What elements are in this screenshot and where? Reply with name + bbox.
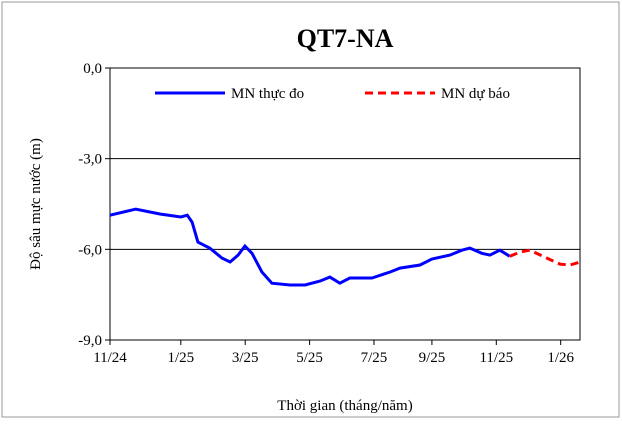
x-tick-label: 11/24 (93, 350, 127, 366)
chart-frame (1, 1, 620, 418)
x-tick-label: 3/25 (232, 350, 259, 366)
x-tick-label: 5/25 (296, 350, 323, 366)
x-tick-label: 11/25 (479, 350, 513, 366)
chart-title: QT7-NA (297, 24, 394, 53)
y-tick-label: -3,0 (78, 152, 102, 168)
x-tick-label: 7/25 (361, 350, 388, 366)
plot-area (109, 67, 581, 341)
y-axis-label: Độ sâu mực nước (m) (28, 138, 44, 270)
y-tick-label: 0,0 (83, 61, 102, 77)
x-tick-label: 1/26 (547, 350, 574, 366)
series-line (109, 207, 511, 287)
x-tick-label: 9/25 (419, 350, 446, 366)
y-tick-label: -6,0 (78, 242, 102, 258)
legend-label: MN thực đo (231, 86, 304, 102)
y-tick-label: -9,0 (78, 333, 102, 349)
legend-label: MN dự báo (441, 86, 510, 102)
x-tick-label: 1/25 (167, 350, 194, 366)
x-axis-label: Thời gian (tháng/năm) (277, 398, 412, 414)
